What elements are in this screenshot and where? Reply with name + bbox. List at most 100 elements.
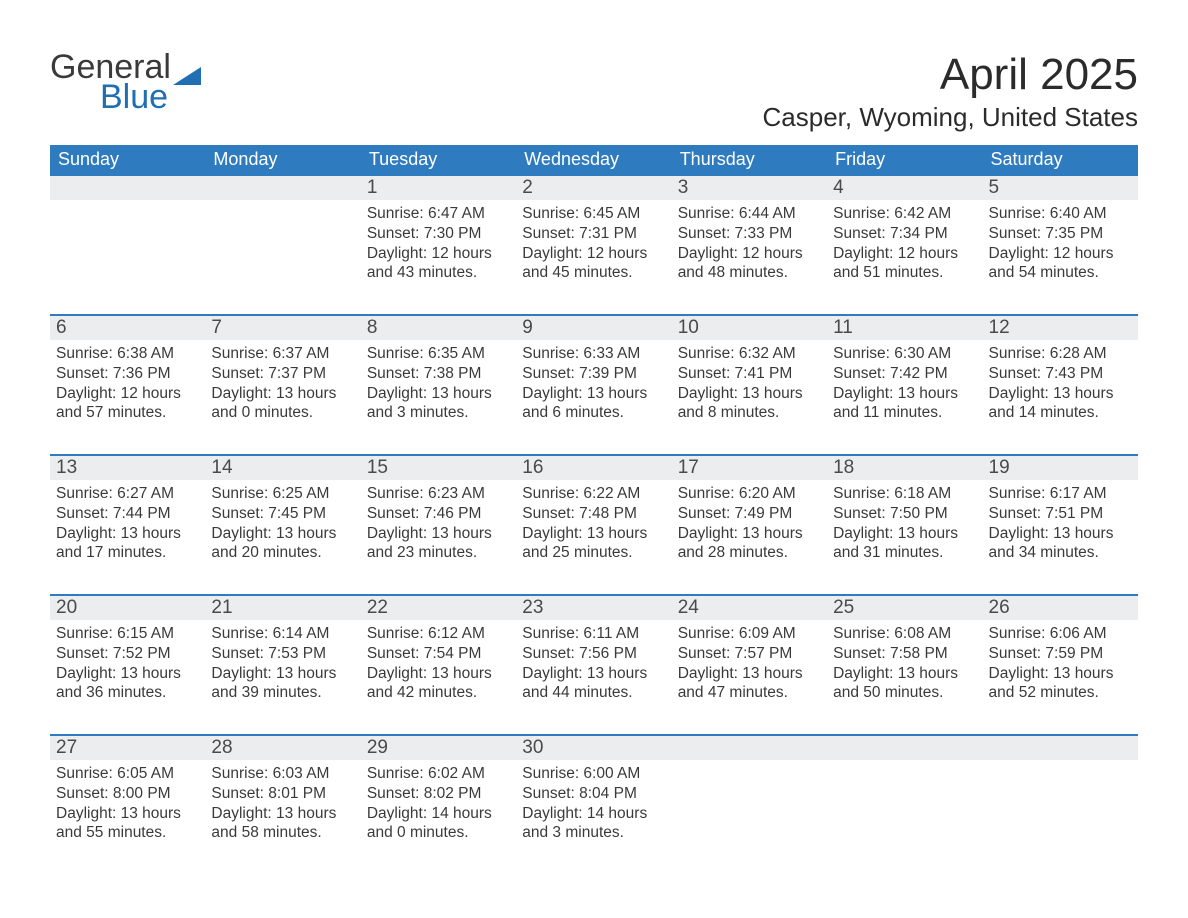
sunset-text: Sunset: 7:59 PM (989, 644, 1132, 664)
day-header-sat: Saturday (983, 145, 1138, 174)
sunrise-text: Sunrise: 6:20 AM (678, 484, 821, 504)
sunset-text: Sunset: 8:01 PM (211, 784, 354, 804)
sunrise-text: Sunrise: 6:23 AM (367, 484, 510, 504)
day-number (983, 734, 1138, 760)
daylight-text: Daylight: 12 hours and 57 minutes. (56, 384, 199, 424)
day-header-row: Sunday Monday Tuesday Wednesday Thursday… (50, 145, 1138, 174)
daylight-text: Daylight: 13 hours and 14 minutes. (989, 384, 1132, 424)
day-body: Sunrise: 6:08 AMSunset: 7:58 PMDaylight:… (827, 620, 982, 703)
day-number: 8 (361, 314, 516, 340)
day-cell: 29Sunrise: 6:02 AMSunset: 8:02 PMDayligh… (361, 734, 516, 854)
day-body: Sunrise: 6:38 AMSunset: 7:36 PMDaylight:… (50, 340, 205, 423)
sunrise-text: Sunrise: 6:15 AM (56, 624, 199, 644)
sunset-text: Sunset: 7:56 PM (522, 644, 665, 664)
day-body: Sunrise: 6:09 AMSunset: 7:57 PMDaylight:… (672, 620, 827, 703)
day-body: Sunrise: 6:02 AMSunset: 8:02 PMDaylight:… (361, 760, 516, 843)
day-body: Sunrise: 6:44 AMSunset: 7:33 PMDaylight:… (672, 200, 827, 283)
daylight-text: Daylight: 12 hours and 51 minutes. (833, 244, 976, 284)
day-body: Sunrise: 6:12 AMSunset: 7:54 PMDaylight:… (361, 620, 516, 703)
sunset-text: Sunset: 8:00 PM (56, 784, 199, 804)
day-cell: 3Sunrise: 6:44 AMSunset: 7:33 PMDaylight… (672, 174, 827, 294)
sunrise-text: Sunrise: 6:25 AM (211, 484, 354, 504)
day-number: 15 (361, 454, 516, 480)
day-number (205, 174, 360, 200)
location-label: Casper, Wyoming, United States (763, 102, 1139, 133)
sunset-text: Sunset: 7:37 PM (211, 364, 354, 384)
day-cell (50, 174, 205, 294)
daylight-text: Daylight: 14 hours and 0 minutes. (367, 804, 510, 844)
day-cell: 14Sunrise: 6:25 AMSunset: 7:45 PMDayligh… (205, 454, 360, 574)
day-cell: 4Sunrise: 6:42 AMSunset: 7:34 PMDaylight… (827, 174, 982, 294)
day-cell (672, 734, 827, 854)
daylight-text: Daylight: 13 hours and 39 minutes. (211, 664, 354, 704)
day-number: 9 (516, 314, 671, 340)
day-cell: 21Sunrise: 6:14 AMSunset: 7:53 PMDayligh… (205, 594, 360, 714)
day-number: 21 (205, 594, 360, 620)
day-body: Sunrise: 6:14 AMSunset: 7:53 PMDaylight:… (205, 620, 360, 703)
sunset-text: Sunset: 7:51 PM (989, 504, 1132, 524)
sunset-text: Sunset: 7:49 PM (678, 504, 821, 524)
header: General Blue April 2025 Casper, Wyoming,… (50, 50, 1138, 133)
day-body: Sunrise: 6:32 AMSunset: 7:41 PMDaylight:… (672, 340, 827, 423)
sunrise-text: Sunrise: 6:02 AM (367, 764, 510, 784)
sunset-text: Sunset: 7:52 PM (56, 644, 199, 664)
sunrise-text: Sunrise: 6:27 AM (56, 484, 199, 504)
day-number (672, 734, 827, 760)
day-cell: 23Sunrise: 6:11 AMSunset: 7:56 PMDayligh… (516, 594, 671, 714)
daylight-text: Daylight: 13 hours and 50 minutes. (833, 664, 976, 704)
day-number: 1 (361, 174, 516, 200)
daylight-text: Daylight: 13 hours and 47 minutes. (678, 664, 821, 704)
daylight-text: Daylight: 14 hours and 3 minutes. (522, 804, 665, 844)
day-cell: 7Sunrise: 6:37 AMSunset: 7:37 PMDaylight… (205, 314, 360, 434)
sunrise-text: Sunrise: 6:37 AM (211, 344, 354, 364)
sunset-text: Sunset: 7:44 PM (56, 504, 199, 524)
weeks-container: 1Sunrise: 6:47 AMSunset: 7:30 PMDaylight… (50, 174, 1138, 854)
sunset-text: Sunset: 7:43 PM (989, 364, 1132, 384)
day-cell: 26Sunrise: 6:06 AMSunset: 7:59 PMDayligh… (983, 594, 1138, 714)
sunset-text: Sunset: 7:39 PM (522, 364, 665, 384)
sunrise-text: Sunrise: 6:28 AM (989, 344, 1132, 364)
day-cell: 17Sunrise: 6:20 AMSunset: 7:49 PMDayligh… (672, 454, 827, 574)
sunset-text: Sunset: 7:57 PM (678, 644, 821, 664)
sunrise-text: Sunrise: 6:11 AM (522, 624, 665, 644)
sunset-text: Sunset: 7:38 PM (367, 364, 510, 384)
sunrise-text: Sunrise: 6:00 AM (522, 764, 665, 784)
sunset-text: Sunset: 7:58 PM (833, 644, 976, 664)
day-number (827, 734, 982, 760)
day-body: Sunrise: 6:11 AMSunset: 7:56 PMDaylight:… (516, 620, 671, 703)
day-body: Sunrise: 6:05 AMSunset: 8:00 PMDaylight:… (50, 760, 205, 843)
day-body: Sunrise: 6:15 AMSunset: 7:52 PMDaylight:… (50, 620, 205, 703)
sunrise-text: Sunrise: 6:40 AM (989, 204, 1132, 224)
day-header-tue: Tuesday (361, 145, 516, 174)
week-row: 27Sunrise: 6:05 AMSunset: 8:00 PMDayligh… (50, 734, 1138, 854)
daylight-text: Daylight: 13 hours and 31 minutes. (833, 524, 976, 564)
sunrise-text: Sunrise: 6:12 AM (367, 624, 510, 644)
daylight-text: Daylight: 13 hours and 17 minutes. (56, 524, 199, 564)
day-number: 22 (361, 594, 516, 620)
day-number: 27 (50, 734, 205, 760)
daylight-text: Daylight: 13 hours and 52 minutes. (989, 664, 1132, 704)
day-cell: 24Sunrise: 6:09 AMSunset: 7:57 PMDayligh… (672, 594, 827, 714)
day-cell: 5Sunrise: 6:40 AMSunset: 7:35 PMDaylight… (983, 174, 1138, 294)
day-number: 3 (672, 174, 827, 200)
sunset-text: Sunset: 7:50 PM (833, 504, 976, 524)
day-body: Sunrise: 6:35 AMSunset: 7:38 PMDaylight:… (361, 340, 516, 423)
day-cell: 1Sunrise: 6:47 AMSunset: 7:30 PMDaylight… (361, 174, 516, 294)
daylight-text: Daylight: 13 hours and 6 minutes. (522, 384, 665, 424)
day-cell: 2Sunrise: 6:45 AMSunset: 7:31 PMDaylight… (516, 174, 671, 294)
sunset-text: Sunset: 8:04 PM (522, 784, 665, 804)
title-block: April 2025 Casper, Wyoming, United State… (763, 50, 1139, 133)
week-row: 20Sunrise: 6:15 AMSunset: 7:52 PMDayligh… (50, 594, 1138, 714)
day-number: 28 (205, 734, 360, 760)
day-cell: 27Sunrise: 6:05 AMSunset: 8:00 PMDayligh… (50, 734, 205, 854)
sunset-text: Sunset: 7:35 PM (989, 224, 1132, 244)
day-number: 29 (361, 734, 516, 760)
day-cell (827, 734, 982, 854)
sunset-text: Sunset: 7:30 PM (367, 224, 510, 244)
daylight-text: Daylight: 13 hours and 11 minutes. (833, 384, 976, 424)
day-cell: 13Sunrise: 6:27 AMSunset: 7:44 PMDayligh… (50, 454, 205, 574)
sunset-text: Sunset: 7:42 PM (833, 364, 976, 384)
day-number (50, 174, 205, 200)
day-number: 16 (516, 454, 671, 480)
daylight-text: Daylight: 13 hours and 36 minutes. (56, 664, 199, 704)
